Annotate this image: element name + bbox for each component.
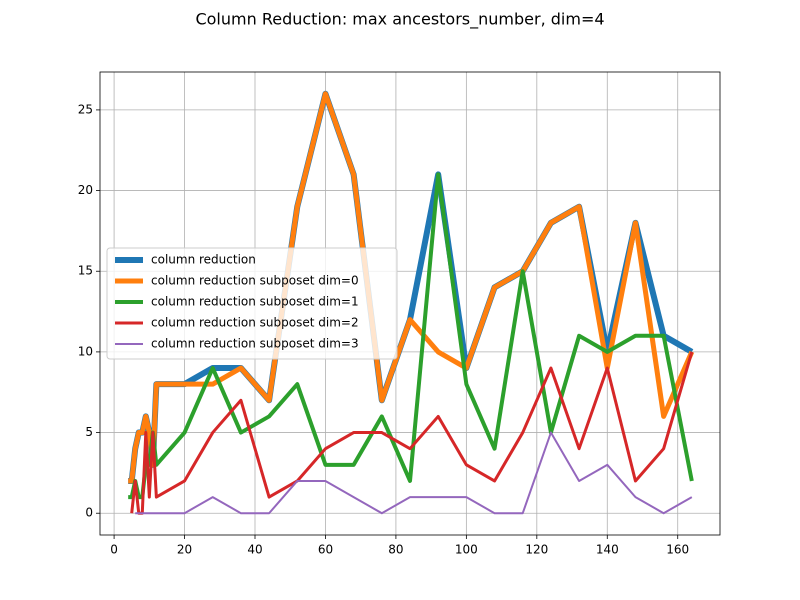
- legend-label: column reduction: [151, 253, 256, 267]
- series-line: [130, 351, 694, 515]
- legend-label: column reduction subposet dim=2: [151, 316, 359, 330]
- y-tick-label: 20: [78, 183, 93, 197]
- legend-label: column reduction subposet dim=3: [151, 337, 359, 351]
- y-tick-label: 15: [78, 264, 93, 278]
- series-line: [135, 431, 693, 515]
- plot: [128, 90, 695, 515]
- chart-title: Column Reduction: max ancestors_number, …: [195, 10, 604, 30]
- y-tick-label: 25: [78, 102, 93, 116]
- legend-label: column reduction subposet dim=0: [151, 274, 359, 288]
- x-tick-label: 80: [388, 543, 403, 557]
- series-line: [128, 91, 695, 484]
- legend-box: [106, 247, 398, 360]
- x-tick-label: 60: [318, 543, 333, 557]
- x-tick-label: 20: [177, 543, 192, 557]
- x-tick-label: 120: [525, 543, 548, 557]
- y-tick-label: 0: [85, 506, 93, 520]
- x-tick-label: 40: [247, 543, 262, 557]
- x-tick-label: 100: [455, 543, 478, 557]
- x-tick-label: 160: [666, 543, 689, 557]
- plot-frame: [99, 71, 721, 536]
- x-tick-label: 0: [110, 543, 118, 557]
- legend-label: column reduction subposet dim=1: [151, 295, 359, 309]
- x-tick-label: 140: [596, 543, 619, 557]
- y-tick-label: 5: [85, 425, 93, 439]
- y-tick-label: 10: [78, 344, 93, 358]
